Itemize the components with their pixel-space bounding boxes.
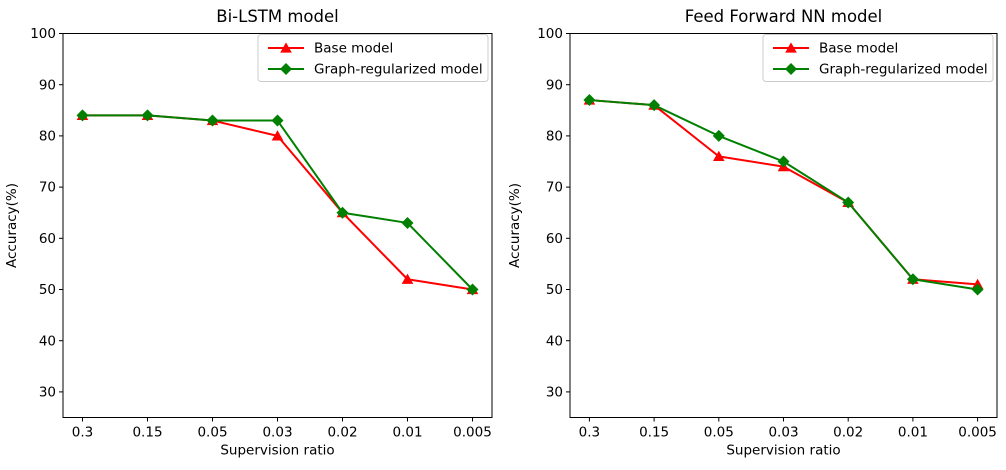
- y-tick-label: 40: [39, 333, 56, 349]
- diamond-marker: [141, 109, 154, 122]
- diamond-marker: [648, 99, 661, 112]
- series-graph-regularized-model: [583, 94, 984, 296]
- x-axis-label: Supervision ratio: [220, 443, 334, 459]
- diamond-marker: [206, 114, 219, 127]
- x-tick-label: 0.02: [327, 425, 357, 441]
- legend-box: [257, 34, 489, 82]
- y-tick-label: 80: [39, 129, 56, 145]
- diamond-marker: [271, 114, 284, 127]
- triangle-up-marker: [271, 130, 284, 141]
- y-tick-label: 100: [30, 26, 56, 42]
- y-tick-label: 50: [39, 282, 56, 298]
- x-tick-label: 0.02: [833, 425, 863, 441]
- x-tick-label: 0.3: [579, 425, 600, 441]
- y-tick-label: 70: [546, 180, 563, 196]
- y-tick-label: 30: [39, 385, 56, 401]
- legend-triangle-up-marker: [785, 42, 797, 53]
- y-tick-label: 30: [546, 385, 563, 401]
- y-axis-label: Accuracy(%): [4, 183, 20, 268]
- x-tick-label: 0.15: [132, 425, 162, 441]
- diamond-marker: [336, 206, 349, 219]
- x-axis: 0.3 0.15 0.05 0.03 0.02 0.01 0.005: [72, 417, 492, 441]
- diamond-marker: [712, 129, 725, 142]
- legend: Base model Graph-regularized model: [762, 34, 994, 82]
- bi-lstm-chart: 30 40 50 60 70 80 90 100 0.3 0.15 0.05 0.03 0.02 0.01…: [4, 7, 493, 459]
- x-axis-label: Supervision ratio: [726, 443, 840, 459]
- y-tick-label: 90: [546, 77, 563, 93]
- chart-title: Bi-LSTM model: [216, 7, 338, 26]
- diamond-marker: [842, 196, 855, 209]
- x-tick-label: 0.3: [72, 425, 93, 441]
- series-graph-regularized-model: [76, 109, 479, 296]
- x-axis: 0.3 0.15 0.05 0.03 0.02 0.01 0.005: [579, 417, 997, 441]
- y-tick-label: 50: [546, 282, 563, 298]
- legend-diamond-marker: [785, 63, 797, 75]
- diamond-marker: [76, 109, 89, 122]
- x-tick-label: 0.03: [262, 425, 292, 441]
- chart-title: Feed Forward NN model: [685, 7, 883, 26]
- y-tick-label: 60: [39, 231, 56, 247]
- x-tick-label: 0.01: [898, 425, 928, 441]
- legend-box: [762, 34, 994, 82]
- x-tick-label: 0.005: [453, 425, 492, 441]
- y-tick-label: 90: [39, 77, 56, 93]
- legend: Base model Graph-regularized model: [257, 34, 489, 82]
- legend-label: Graph-regularized model: [819, 62, 988, 78]
- legend-label: Graph-regularized model: [314, 62, 483, 78]
- y-tick-label: 100: [537, 26, 563, 42]
- x-tick-label: 0.05: [704, 425, 734, 441]
- y-tick-label: 70: [39, 180, 56, 196]
- diamond-marker: [971, 283, 984, 296]
- plot-area: [62, 33, 493, 418]
- feed-forward-nn-chart: 30 40 50 60 70 80 90 100 0.3 0.15 0.05 0.03 0.02 0.01…: [507, 7, 998, 459]
- diamond-marker: [906, 273, 919, 286]
- y-tick-label: 40: [546, 333, 563, 349]
- y-tick-label: 60: [546, 231, 563, 247]
- x-tick-label: 0.03: [768, 425, 798, 441]
- legend-diamond-marker: [280, 63, 292, 75]
- plot-area: [569, 33, 998, 418]
- x-tick-label: 0.05: [197, 425, 227, 441]
- legend-label: Base model: [314, 41, 393, 57]
- diamond-marker: [401, 216, 414, 229]
- y-axis-label: Accuracy(%): [507, 183, 523, 268]
- triangle-up-marker: [401, 273, 414, 284]
- diamond-marker: [583, 94, 596, 107]
- y-axis: 30 40 50 60 70 80 90 100: [30, 26, 63, 401]
- x-tick-label: 0.005: [958, 425, 997, 441]
- y-axis: 30 40 50 60 70 80 90 100: [537, 26, 570, 401]
- y-tick-label: 80: [546, 129, 563, 145]
- diamond-marker: [466, 283, 479, 296]
- x-tick-label: 0.15: [639, 425, 669, 441]
- legend-triangle-up-marker: [280, 42, 292, 53]
- triangle-up-marker: [713, 150, 725, 161]
- diamond-marker: [777, 155, 790, 168]
- legend-label: Base model: [819, 41, 898, 57]
- x-tick-label: 0.01: [392, 425, 422, 441]
